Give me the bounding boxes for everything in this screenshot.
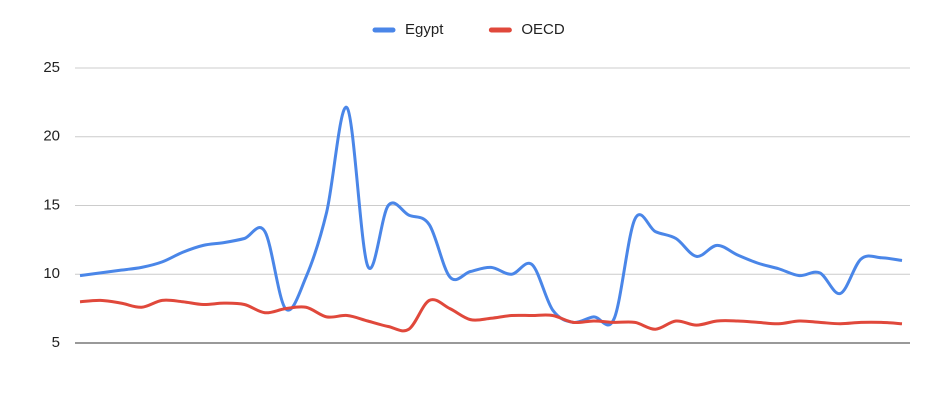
legend-label: OECD: [521, 21, 565, 38]
legend-label: Egypt: [405, 21, 444, 38]
y-tick-label: 15: [43, 196, 60, 213]
series-line: [79, 106, 903, 327]
y-tick-label: 5: [52, 334, 60, 351]
y-tick-label: 25: [43, 59, 60, 76]
series-line: [79, 298, 903, 333]
y-tick-label: 10: [43, 265, 60, 282]
y-tick-label: 20: [43, 128, 60, 145]
